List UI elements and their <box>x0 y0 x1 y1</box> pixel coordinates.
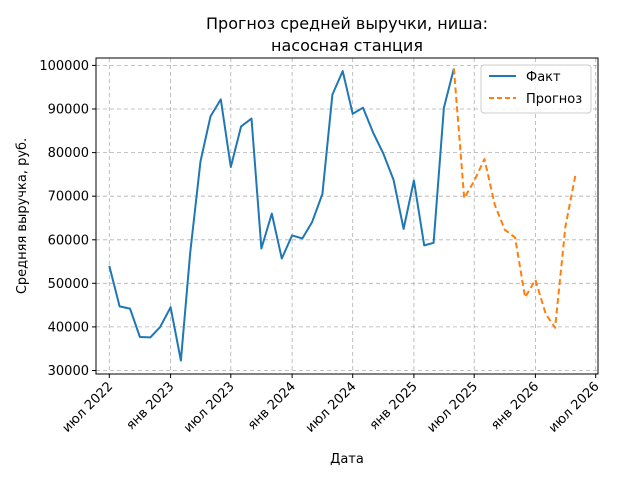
y-axis-label: Средняя выручка, руб. <box>15 138 30 294</box>
x-axis: июл 2022 янв 2023 июл 2023 янв 2024 июл 2024… <box>60 374 603 436</box>
x-axis-label: Дата <box>330 452 364 467</box>
x-tick-label: янв 2024 <box>245 379 299 433</box>
y-tick-label: 100000 <box>39 59 89 74</box>
y-tick-label: 50000 <box>48 277 89 292</box>
series-lines <box>108 68 577 362</box>
x-tick-label: июл 2022 <box>60 379 117 436</box>
plot-area-frame <box>95 57 599 375</box>
chart-title-line-2: насосная станция <box>271 36 423 55</box>
legend: Факт Прогноз <box>480 64 592 114</box>
y-tick-label: 80000 <box>48 146 89 161</box>
chart-title-line-1: Прогноз средней выручки, ниша: <box>206 14 488 33</box>
x-tick-label: янв 2026 <box>488 379 542 433</box>
legend-label-forecast: Прогноз <box>526 92 582 107</box>
x-tick-label: июл 2025 <box>425 379 482 436</box>
y-tick-label: 30000 <box>48 364 89 379</box>
series-line-fact <box>108 68 455 362</box>
y-tick-label: 70000 <box>48 190 89 205</box>
x-tick-label: июл 2024 <box>303 379 360 436</box>
legend-label-fact: Факт <box>526 70 561 85</box>
series-line-forecast <box>452 68 577 329</box>
x-tick-label: июл 2026 <box>546 379 603 436</box>
x-tick-label: янв 2023 <box>124 379 178 433</box>
y-tick-label: 60000 <box>48 233 89 248</box>
x-tick-label: янв 2025 <box>367 379 421 433</box>
x-tick-label: июл 2023 <box>181 379 238 436</box>
y-tick-label: 90000 <box>48 103 89 118</box>
y-tick-label: 40000 <box>48 320 89 335</box>
grid <box>96 58 598 374</box>
y-axis: 30000 40000 50000 60000 70000 80000 90000 10000… <box>39 59 96 379</box>
